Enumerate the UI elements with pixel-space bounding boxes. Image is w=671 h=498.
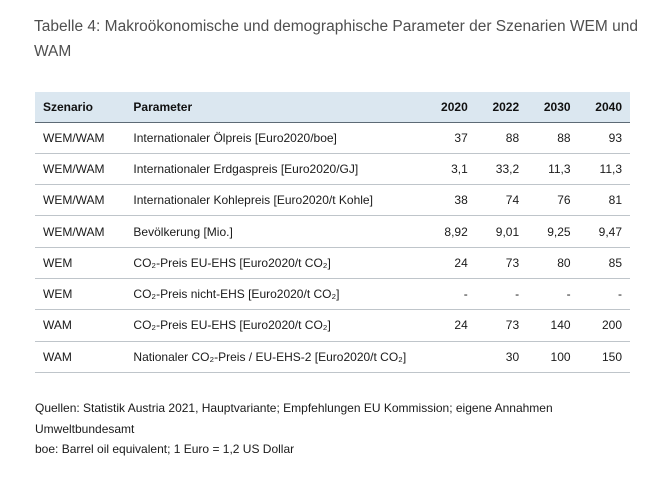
cell-parameter: Internationaler Erdgaspreis [Euro2020/GJ… bbox=[125, 153, 425, 186]
cell-2022: 73 bbox=[475, 247, 528, 279]
sources-note: Quellen: Statistik Austria 2021, Hauptva… bbox=[35, 401, 553, 436]
cell-2022: 74 bbox=[475, 184, 528, 217]
cell-parameter: Bevölkerung [Mio.] bbox=[125, 215, 425, 248]
cell-2040: 81 bbox=[578, 184, 630, 217]
cell-2020: 8,92 bbox=[424, 215, 476, 248]
cell-2022: 9,01 bbox=[475, 215, 528, 248]
cell-parameter: Internationaler Ölpreis [Euro2020/boe] bbox=[125, 122, 425, 154]
cell-2040: - bbox=[578, 278, 630, 311]
cell-scenario: WEM bbox=[35, 247, 126, 279]
units-note: boe: Barrel oil equivalent; 1 Euro = 1,2… bbox=[35, 442, 295, 456]
cell-2020: - bbox=[424, 278, 476, 311]
cell-scenario: WEM/WAM bbox=[35, 215, 126, 248]
table-notes: Quellen: Statistik Austria 2021, Hauptva… bbox=[35, 398, 635, 460]
table-row: WAM CO₂-Preis EU-EHS [Euro2020/t CO₂] 24… bbox=[35, 309, 630, 342]
header-year-2022: 2022 bbox=[475, 92, 528, 123]
cell-2022: - bbox=[475, 278, 528, 311]
cell-2030: 11,3 bbox=[527, 153, 579, 186]
cell-scenario: WEM bbox=[35, 278, 126, 311]
cell-2020 bbox=[424, 341, 476, 373]
table-header-row: Szenario Parameter 2020 2022 2030 2040 bbox=[35, 92, 630, 123]
cell-scenario: WAM bbox=[35, 341, 126, 373]
cell-2020: 24 bbox=[424, 309, 476, 342]
cell-parameter: CO₂-Preis nicht-EHS [Euro2020/t CO₂] bbox=[125, 278, 425, 311]
cell-parameter: Nationaler CO₂-Preis / EU-EHS-2 [Euro202… bbox=[125, 341, 425, 373]
cell-2030: 80 bbox=[527, 247, 579, 279]
cell-2022: 73 bbox=[475, 309, 528, 342]
cell-2020: 3,1 bbox=[424, 153, 476, 186]
header-year-2040: 2040 bbox=[578, 92, 630, 123]
cell-2020: 38 bbox=[424, 184, 476, 217]
cell-scenario: WEM/WAM bbox=[35, 184, 126, 217]
cell-2030: 100 bbox=[527, 341, 579, 373]
cell-2040: 93 bbox=[578, 122, 630, 154]
table-row: WEM/WAM Internationaler Kohlepreis [Euro… bbox=[35, 184, 630, 217]
table-row: WEM CO₂-Preis nicht-EHS [Euro2020/t CO₂]… bbox=[35, 278, 630, 311]
cell-scenario: WAM bbox=[35, 309, 126, 342]
table-row: WEM/WAM Bevölkerung [Mio.] 8,92 9,01 9,2… bbox=[35, 215, 630, 248]
table-row: WEM/WAM Internationaler Ölpreis [Euro202… bbox=[35, 122, 630, 154]
header-year-2030: 2030 bbox=[527, 92, 579, 123]
cell-parameter: Internationaler Kohlepreis [Euro2020/t K… bbox=[125, 184, 425, 217]
cell-2022: 30 bbox=[475, 341, 528, 373]
cell-2040: 150 bbox=[578, 341, 630, 373]
cell-2030: 9,25 bbox=[527, 215, 579, 248]
cell-2040: 200 bbox=[578, 309, 630, 342]
cell-2022: 88 bbox=[475, 122, 528, 154]
cell-parameter: CO₂-Preis EU-EHS [Euro2020/t CO₂] bbox=[125, 309, 425, 342]
header-year-2020: 2020 bbox=[424, 92, 476, 123]
header-parameter: Parameter bbox=[125, 92, 425, 123]
cell-2040: 9,47 bbox=[578, 215, 630, 248]
cell-2040: 85 bbox=[578, 247, 630, 279]
header-scenario: Szenario bbox=[35, 92, 126, 123]
cell-parameter: CO₂-Preis EU-EHS [Euro2020/t CO₂] bbox=[125, 247, 425, 279]
cell-2020: 24 bbox=[424, 247, 476, 279]
cell-2030: 76 bbox=[527, 184, 579, 217]
cell-scenario: WEM/WAM bbox=[35, 153, 126, 186]
cell-2030: 140 bbox=[527, 309, 579, 342]
cell-scenario: WEM/WAM bbox=[35, 122, 126, 154]
table-caption: Tabelle 4: Makroökonomische und demograp… bbox=[34, 18, 638, 60]
cell-2030: 88 bbox=[527, 122, 579, 154]
cell-2040: 11,3 bbox=[578, 153, 630, 186]
cell-2022: 33,2 bbox=[475, 153, 528, 186]
cell-2030: - bbox=[527, 278, 579, 311]
parameter-table: Szenario Parameter 2020 2022 2030 2040 W… bbox=[35, 92, 630, 373]
table-row: WEM CO₂-Preis EU-EHS [Euro2020/t CO₂] 24… bbox=[35, 247, 630, 279]
cell-2020: 37 bbox=[424, 122, 476, 154]
table-row: WEM/WAM Internationaler Erdgaspreis [Eur… bbox=[35, 153, 630, 186]
table-row: WAM Nationaler CO₂-Preis / EU-EHS-2 [Eur… bbox=[35, 341, 630, 373]
